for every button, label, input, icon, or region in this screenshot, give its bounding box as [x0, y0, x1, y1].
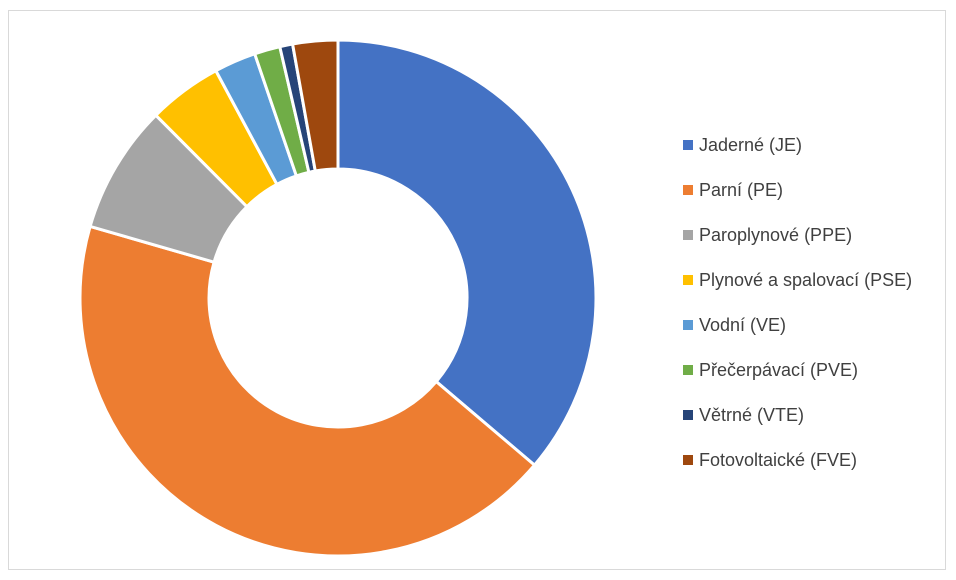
legend-label: Parní (PE)	[699, 180, 783, 200]
legend-swatch	[683, 275, 693, 285]
legend-item: Větrné (VTE)	[683, 405, 804, 425]
legend-swatch	[683, 410, 693, 420]
legend-item: Vodní (VE)	[683, 315, 786, 335]
legend-label: Větrné (VTE)	[699, 405, 804, 425]
legend-item: Jaderné (JE)	[683, 135, 802, 155]
legend-label: Přečerpávací (PVE)	[699, 360, 858, 380]
legend-swatch	[683, 230, 693, 240]
legend-label: Jaderné (JE)	[699, 135, 802, 155]
legend-label: Paroplynové (PPE)	[699, 225, 852, 245]
donut-slice-2	[78, 224, 537, 558]
donut-slice-8	[290, 38, 340, 173]
legend-item: Paroplynové (PPE)	[683, 225, 852, 245]
donut-slices	[78, 38, 598, 558]
legend: Jaderné (JE) Parní (PE) Paroplynové (PPE) P…	[683, 135, 912, 470]
legend-swatch	[683, 455, 693, 465]
legend-label: Fotovoltaické (FVE)	[699, 450, 857, 470]
legend-swatch	[683, 365, 693, 375]
donut-slice-1	[336, 38, 598, 468]
legend-label: Plynové a spalovací (PSE)	[699, 270, 912, 290]
legend-swatch	[683, 320, 693, 330]
legend-item: Přečerpávací (PVE)	[683, 360, 858, 380]
legend-swatch	[683, 140, 693, 150]
legend-label: Vodní (VE)	[699, 315, 786, 335]
legend-item: Plynové a spalovací (PSE)	[683, 270, 912, 290]
legend-swatch	[683, 185, 693, 195]
legend-item: Parní (PE)	[683, 180, 783, 200]
legend-item: Fotovoltaické (FVE)	[683, 450, 857, 470]
